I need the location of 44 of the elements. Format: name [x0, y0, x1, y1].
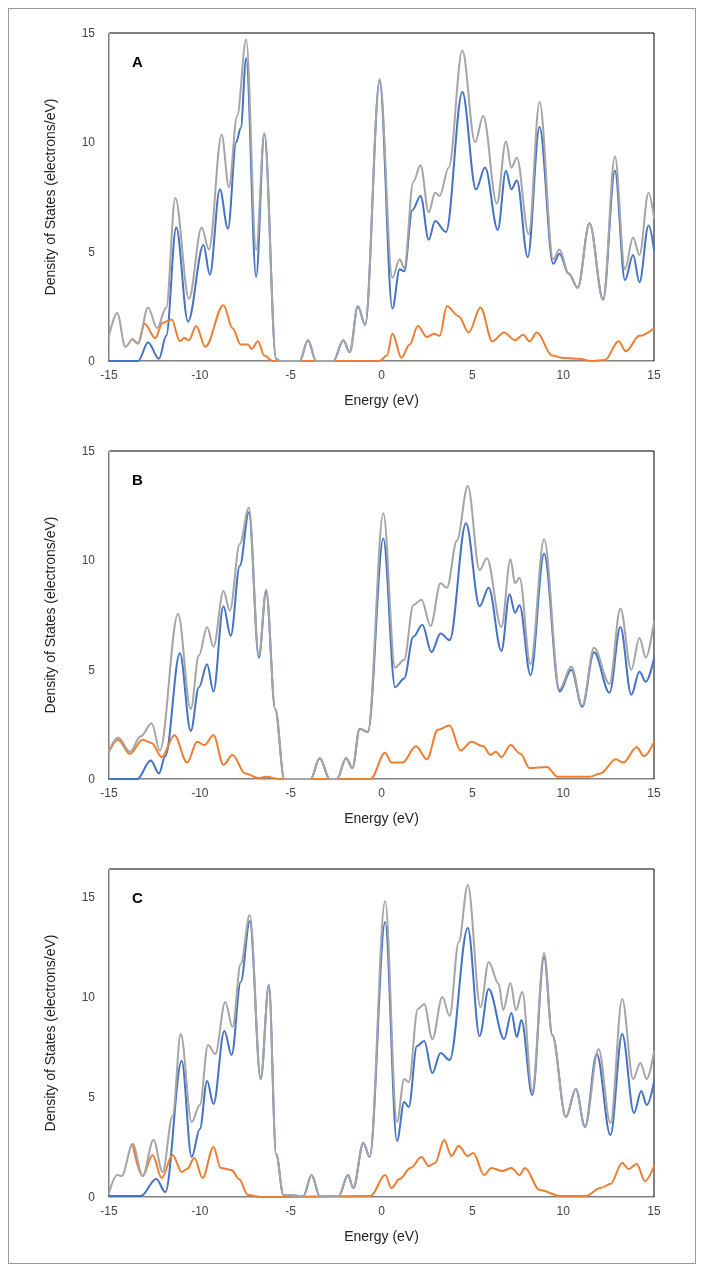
x-tick-label: 10: [556, 368, 571, 382]
y-tick-label: 15: [81, 444, 96, 458]
x-tick-label: -15: [100, 1204, 118, 1218]
x-tick-label: 0: [378, 786, 386, 800]
x-tick-label: -15: [100, 368, 118, 382]
y-axis-title: Density of States (electrons/eV): [42, 98, 58, 296]
x-tick-label: -5: [285, 786, 297, 800]
x-tick-label: 5: [468, 368, 476, 382]
x-axis-title: Energy (eV): [344, 392, 419, 408]
x-tick-label: 10: [556, 1204, 571, 1218]
x-tick-label: -10: [191, 1204, 209, 1218]
y-tick-label: 15: [81, 890, 96, 904]
x-tick-label: 15: [647, 1204, 661, 1218]
y-axis-title: Density of States (electrons/eV): [42, 516, 58, 714]
x-tick-label: 15: [647, 786, 661, 800]
x-tick-label: 15: [647, 368, 661, 382]
y-tick-label: 0: [88, 354, 96, 368]
x-tick-label: -10: [191, 368, 209, 382]
x-tick-label: 10: [556, 786, 571, 800]
x-tick-label: 0: [378, 1204, 386, 1218]
x-tick-label: -15: [100, 786, 118, 800]
text: A: [132, 53, 143, 70]
y-tick-label: 5: [88, 244, 96, 259]
x-tick-label: 5: [468, 786, 476, 800]
y-axis-title: Density of States (electrons/eV): [42, 934, 58, 1132]
text: B: [132, 471, 143, 488]
x-tick-label: 0: [378, 368, 386, 382]
y-tick-label: 15: [81, 26, 96, 40]
x-tick-label: -5: [285, 1204, 297, 1218]
text: C: [132, 889, 143, 906]
x-tick-label: -5: [285, 368, 297, 382]
line-series: [131, 1139, 655, 1198]
x-tick-label: 5: [468, 1204, 476, 1218]
x-tick-label: -10: [191, 786, 209, 800]
y-tick-label: 10: [81, 990, 96, 1004]
y-tick-label: 5: [88, 1090, 96, 1104]
y-tick-label: 10: [81, 135, 96, 150]
x-axis-title: Energy (eV): [344, 1228, 419, 1244]
y-tick-label: 0: [88, 1190, 96, 1204]
y-tick-label: 10: [81, 553, 96, 568]
y-tick-label: 5: [88, 662, 96, 677]
x-axis-title: Energy (eV): [344, 810, 419, 826]
y-tick-label: 0: [88, 772, 96, 786]
line-series: [131, 304, 655, 362]
